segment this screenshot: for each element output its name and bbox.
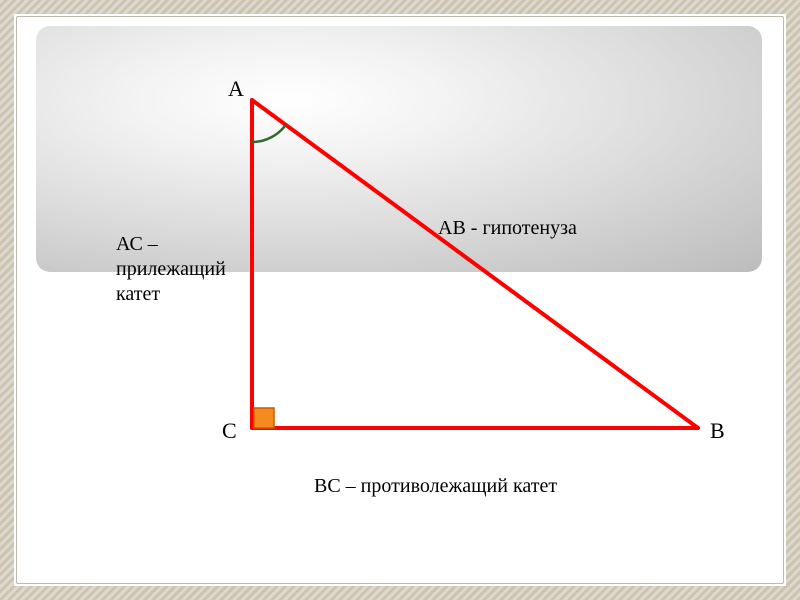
label-bc: ВС – противолежащий катет <box>314 474 557 499</box>
vertex-label-a: А <box>228 76 244 102</box>
right-angle-marker <box>254 408 274 428</box>
vertex-label-c: С <box>222 418 237 444</box>
label-ac: АС – прилежащий катет <box>116 232 246 307</box>
side-ab <box>252 100 698 428</box>
stage: А В С АС – прилежащий катет АВ - гипотен… <box>20 20 780 580</box>
label-ac-line2: прилежащий <box>116 258 226 280</box>
label-ac-line1: АС – <box>116 233 158 255</box>
label-ac-line3: катет <box>116 283 160 305</box>
angle-arc-a <box>252 125 286 142</box>
label-ab: АВ - гипотенуза <box>438 216 577 241</box>
vertex-label-b: В <box>710 418 725 444</box>
